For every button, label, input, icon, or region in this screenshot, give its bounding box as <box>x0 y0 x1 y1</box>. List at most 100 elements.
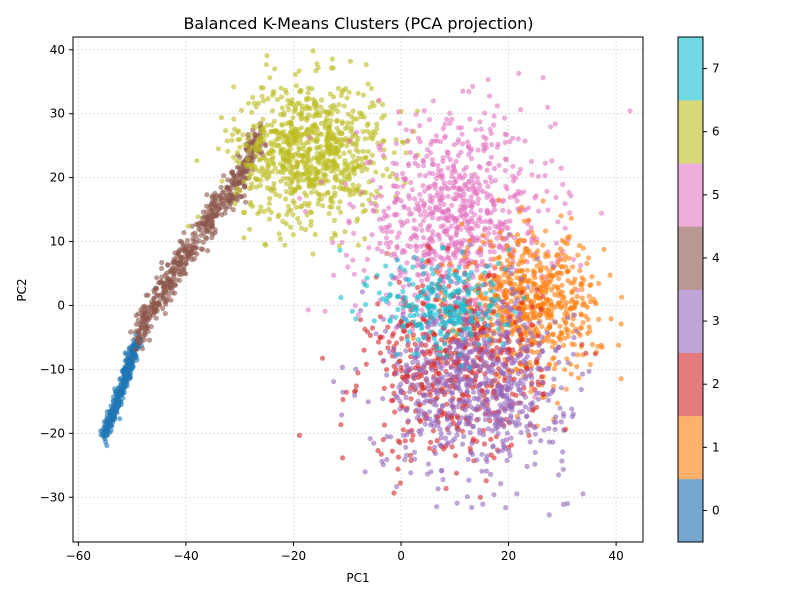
data-point <box>381 422 388 428</box>
data-point <box>560 449 566 455</box>
data-point <box>380 316 387 322</box>
data-point <box>540 242 546 248</box>
data-point <box>307 209 313 215</box>
data-point <box>334 117 340 123</box>
data-point <box>528 329 534 336</box>
data-point <box>544 188 550 194</box>
data-point <box>194 158 200 164</box>
data-point <box>332 193 338 199</box>
data-point <box>250 203 256 209</box>
data-point <box>427 245 433 251</box>
data-point <box>475 200 481 206</box>
data-point <box>446 213 452 219</box>
data-point <box>428 150 434 156</box>
data-point <box>564 241 571 247</box>
data-point <box>497 282 503 289</box>
data-point <box>326 210 332 217</box>
data-point <box>382 328 388 334</box>
data-point <box>381 357 387 363</box>
data-point <box>563 386 569 392</box>
data-point <box>486 364 492 370</box>
data-point <box>296 68 302 74</box>
data-point <box>329 235 335 242</box>
data-point <box>418 222 424 228</box>
data-point <box>268 140 274 146</box>
data-point <box>335 108 341 114</box>
data-point <box>478 219 484 225</box>
data-point <box>535 248 541 254</box>
data-point <box>271 160 277 166</box>
data-point <box>128 329 134 335</box>
data-point <box>289 131 295 137</box>
data-point <box>344 161 350 167</box>
data-point <box>495 431 501 437</box>
data-point <box>400 284 407 290</box>
data-point <box>416 367 422 373</box>
data-point <box>489 288 495 294</box>
data-point <box>290 155 296 161</box>
data-point <box>377 184 384 191</box>
data-point <box>486 336 492 342</box>
data-point <box>267 75 273 81</box>
data-point <box>561 413 567 419</box>
data-point <box>285 175 291 181</box>
data-point <box>380 216 386 222</box>
data-point <box>389 272 395 279</box>
data-point <box>288 170 294 176</box>
data-point <box>446 347 452 353</box>
x-tick-label: −40 <box>173 549 198 563</box>
data-point <box>331 272 337 278</box>
data-point <box>339 120 345 127</box>
data-point <box>588 282 594 288</box>
data-point <box>320 203 326 209</box>
data-point <box>407 211 413 217</box>
data-point <box>450 339 456 345</box>
data-point <box>443 381 449 387</box>
data-point <box>575 252 581 258</box>
data-point <box>485 230 492 237</box>
data-point <box>440 403 446 409</box>
data-point <box>510 135 516 141</box>
data-point <box>408 366 414 372</box>
data-point <box>181 266 187 272</box>
data-point <box>471 260 478 266</box>
data-point <box>470 83 476 89</box>
data-point <box>515 232 521 238</box>
data-point <box>292 71 299 78</box>
data-point <box>121 376 127 383</box>
data-point <box>564 501 571 507</box>
data-point <box>552 426 558 432</box>
data-point <box>387 349 393 355</box>
data-point <box>221 173 227 179</box>
data-point <box>323 166 329 172</box>
data-point <box>230 132 236 138</box>
data-point <box>266 206 272 212</box>
data-point <box>449 116 455 122</box>
data-point <box>456 351 463 357</box>
data-point <box>440 284 447 290</box>
data-point <box>491 207 498 213</box>
data-point <box>364 256 370 262</box>
data-point <box>200 239 206 245</box>
data-point <box>472 212 478 218</box>
data-point <box>505 405 512 411</box>
data-point <box>503 157 509 163</box>
data-point <box>159 274 165 280</box>
data-point <box>546 324 553 330</box>
data-point <box>539 264 545 270</box>
data-point <box>368 192 374 198</box>
data-point <box>574 328 580 334</box>
data-point <box>550 332 556 338</box>
data-point <box>528 158 535 165</box>
data-point <box>517 237 524 243</box>
data-point <box>442 435 448 441</box>
data-point <box>515 328 521 334</box>
data-point <box>466 365 472 371</box>
data-point <box>263 62 269 68</box>
data-point <box>440 126 446 132</box>
data-point <box>389 448 395 454</box>
data-point <box>458 363 464 369</box>
data-point <box>415 284 421 291</box>
data-point <box>473 237 479 244</box>
data-point <box>305 307 311 313</box>
